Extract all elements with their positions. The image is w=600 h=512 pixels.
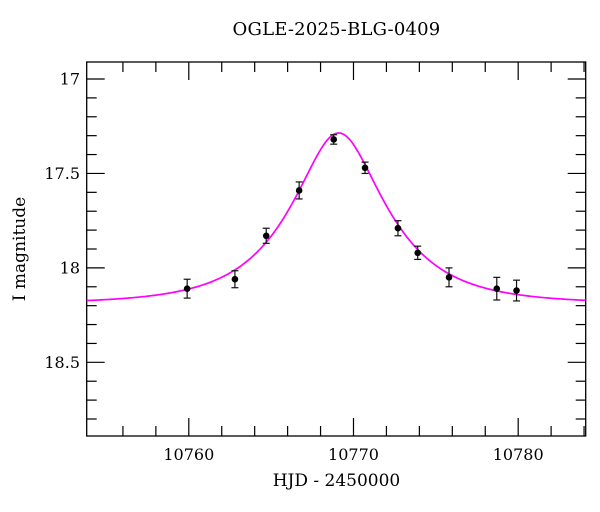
data-point-group — [262, 227, 270, 244]
y-tick-label: 18.5 — [44, 353, 80, 372]
data-point-marker — [394, 224, 402, 232]
data-point-group — [493, 276, 501, 301]
data-point-marker — [493, 285, 501, 292]
y-axis-label: I magnitude — [10, 196, 30, 302]
y-tick-label: 17 — [60, 70, 80, 89]
data-point-group — [513, 279, 521, 302]
data-point-group — [445, 267, 453, 288]
plot-frame — [86, 61, 587, 437]
data-point-marker — [330, 136, 338, 143]
data-point-group — [183, 278, 191, 299]
data-point-group — [231, 270, 239, 289]
data-point-marker — [414, 249, 422, 257]
data-point-marker — [262, 232, 270, 240]
data-point-group — [394, 220, 402, 237]
data-point-marker — [445, 274, 453, 281]
y-tick-label: 18 — [60, 258, 80, 277]
plot-title: OGLE-2025-BLG-0409 — [232, 19, 441, 40]
data-point-marker — [295, 187, 303, 194]
y-tick-label: 17.5 — [44, 164, 80, 183]
data-point-marker — [231, 275, 239, 283]
data-point-group — [361, 161, 369, 175]
x-tick-label: 10780 — [493, 445, 544, 464]
x-axis-label: HJD - 2450000 — [272, 471, 401, 491]
data-point-marker — [361, 164, 369, 172]
data-point-marker — [513, 287, 520, 294]
data-point-marker — [183, 285, 191, 292]
x-tick-label: 10760 — [163, 445, 214, 464]
x-tick-label: 10770 — [328, 445, 379, 464]
data-point-group — [330, 134, 338, 145]
model-curve — [86, 132, 586, 302]
data-point-group — [295, 181, 303, 200]
data-point-group — [414, 245, 422, 260]
